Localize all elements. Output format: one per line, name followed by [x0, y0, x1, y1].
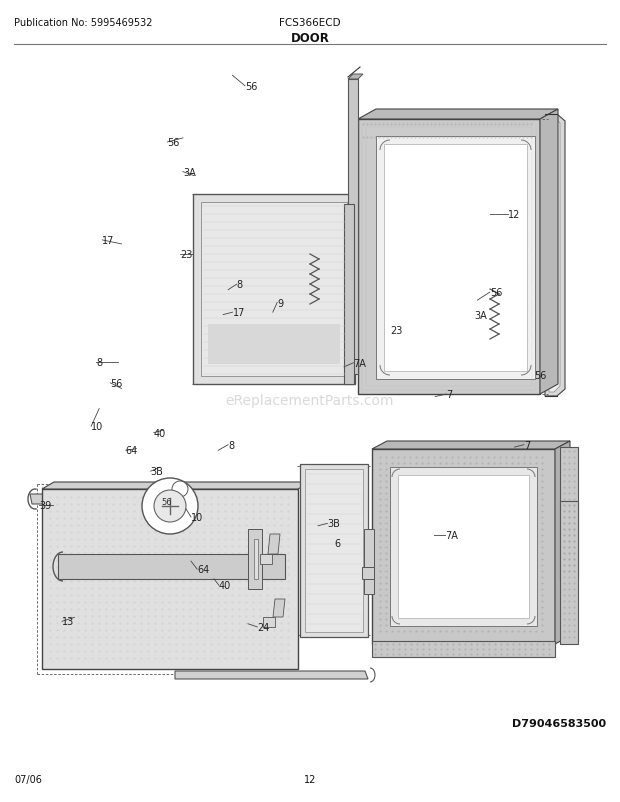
Text: 9: 9: [277, 298, 283, 308]
Text: 7: 7: [446, 390, 453, 399]
Text: 56: 56: [245, 82, 257, 91]
Polygon shape: [268, 534, 280, 554]
Polygon shape: [263, 618, 275, 627]
Polygon shape: [58, 554, 285, 579]
Polygon shape: [305, 469, 363, 632]
Text: 56: 56: [490, 288, 502, 298]
Text: 39: 39: [39, 500, 51, 510]
Polygon shape: [372, 449, 555, 644]
Polygon shape: [175, 671, 368, 679]
Polygon shape: [273, 599, 285, 618]
Polygon shape: [545, 115, 565, 396]
Text: 7: 7: [524, 440, 530, 450]
Text: 12: 12: [508, 210, 521, 220]
Text: 17: 17: [232, 308, 245, 318]
Text: D79046583500: D79046583500: [512, 718, 606, 727]
Text: 56: 56: [167, 138, 180, 148]
Text: DOOR: DOOR: [291, 32, 329, 45]
Text: 8: 8: [237, 280, 243, 290]
Polygon shape: [364, 529, 374, 594]
Text: 56: 56: [162, 498, 172, 507]
Polygon shape: [555, 441, 570, 644]
Polygon shape: [348, 80, 358, 375]
Text: 56: 56: [110, 379, 123, 388]
Text: 07/06: 07/06: [14, 774, 42, 784]
Text: 56: 56: [534, 371, 547, 380]
Polygon shape: [540, 110, 558, 395]
Polygon shape: [372, 441, 570, 449]
Text: 3A: 3A: [183, 168, 196, 177]
Text: 13: 13: [62, 617, 74, 626]
Polygon shape: [42, 482, 310, 489]
Polygon shape: [344, 205, 354, 384]
Polygon shape: [384, 145, 527, 371]
Polygon shape: [358, 110, 558, 119]
Text: 7A: 7A: [353, 358, 366, 368]
Polygon shape: [398, 476, 529, 618]
Text: 7A: 7A: [445, 531, 458, 541]
Polygon shape: [560, 501, 578, 644]
Polygon shape: [254, 539, 258, 579]
Text: 10: 10: [91, 422, 104, 431]
Polygon shape: [193, 195, 355, 384]
Polygon shape: [248, 529, 262, 589]
Polygon shape: [260, 554, 272, 565]
Text: 23: 23: [180, 250, 192, 260]
Circle shape: [142, 479, 198, 534]
Polygon shape: [390, 468, 537, 626]
Circle shape: [172, 481, 188, 497]
Text: Publication No: 5995469532: Publication No: 5995469532: [14, 18, 153, 28]
Text: 64: 64: [126, 446, 138, 456]
Polygon shape: [372, 642, 555, 657]
Polygon shape: [549, 118, 560, 392]
Polygon shape: [560, 448, 578, 579]
Polygon shape: [376, 137, 535, 379]
Polygon shape: [30, 494, 52, 504]
Text: 8: 8: [96, 358, 102, 367]
Text: 64: 64: [197, 565, 210, 574]
Text: 10: 10: [191, 512, 203, 522]
Text: 40: 40: [219, 581, 231, 590]
Polygon shape: [362, 567, 374, 579]
Text: 12: 12: [304, 774, 316, 784]
Text: 8: 8: [228, 440, 234, 450]
Text: 3B: 3B: [151, 467, 164, 476]
Text: 3A: 3A: [474, 310, 487, 320]
Polygon shape: [300, 464, 368, 638]
Text: 3B: 3B: [327, 519, 340, 529]
Text: 6: 6: [335, 539, 341, 549]
Polygon shape: [201, 203, 347, 376]
Text: eReplacementParts.com: eReplacementParts.com: [226, 394, 394, 408]
Polygon shape: [358, 119, 540, 395]
Text: 17: 17: [102, 236, 115, 245]
Text: 40: 40: [154, 428, 166, 438]
Polygon shape: [42, 489, 298, 669]
Text: 24: 24: [257, 622, 270, 632]
Polygon shape: [208, 325, 340, 365]
Circle shape: [154, 490, 186, 522]
Polygon shape: [348, 75, 363, 80]
Text: 23: 23: [391, 326, 403, 335]
Text: FCS366ECD: FCS366ECD: [279, 18, 341, 28]
